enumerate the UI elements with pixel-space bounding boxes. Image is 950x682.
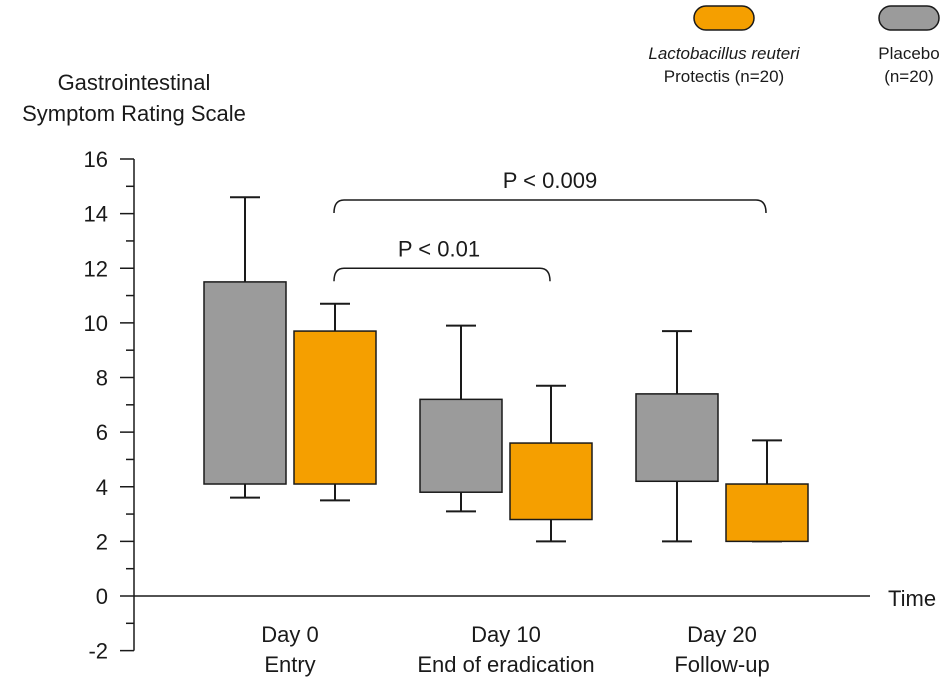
y-axis-ticks: -2 0 2 4 6 8 10 12 14 16	[84, 147, 134, 664]
significance-brackets: P < 0.01 P < 0.009	[333, 168, 767, 282]
box-plots	[203, 196, 809, 543]
y-tick-label: 14	[84, 202, 108, 227]
box-reuteri-2	[725, 439, 809, 543]
y-tick-label: 16	[84, 147, 108, 172]
y-tick-label: 12	[84, 256, 108, 281]
category-label-line-2: Follow-up	[674, 652, 769, 677]
y-tick-label: 6	[96, 420, 108, 445]
category-label-2: Day 20 Follow-up	[674, 622, 769, 677]
legend-swatch	[878, 5, 940, 31]
y-axis-title-line-2: Symptom Rating Scale	[22, 101, 246, 126]
legend-label-line-2: (n=20)	[884, 67, 934, 86]
significance-bracket-0: P < 0.01	[333, 236, 551, 282]
box-body	[725, 483, 809, 543]
y-axis-title: Gastrointestinal Symptom Rating Scale	[22, 70, 246, 126]
p-value-label: P < 0.01	[398, 236, 480, 261]
category-label-line-1: Day 0	[261, 622, 318, 647]
box-body	[419, 398, 503, 493]
x-axis-title: Time	[888, 586, 936, 611]
box-reuteri-1	[509, 384, 593, 543]
y-tick-label: 0	[96, 584, 108, 609]
p-value-label: P < 0.009	[503, 168, 597, 193]
bracket-line	[333, 267, 551, 282]
category-label-line-2: End of eradication	[417, 652, 594, 677]
y-tick-label: 4	[96, 475, 108, 500]
box-placebo-1	[419, 324, 503, 513]
y-tick-label: -2	[88, 639, 108, 664]
y-tick-label: 2	[96, 529, 108, 554]
box-body	[293, 330, 377, 485]
box-reuteri-0	[293, 302, 377, 502]
y-tick-label: 8	[96, 366, 108, 391]
legend-item-reuteri: Lactobacillus reuteri Protectis (n=20)	[648, 5, 801, 86]
legend: Lactobacillus reuteri Protectis (n=20) Pla…	[648, 5, 940, 86]
category-labels: Day 0 Entry Day 10 End of eradication Day 20…	[261, 622, 769, 677]
legend-item-placebo: Placebo (n=20)	[878, 5, 940, 86]
legend-label-line-2: Protectis (n=20)	[664, 67, 784, 86]
legend-swatch	[693, 5, 755, 31]
legend-label-line-1: Lactobacillus reuteri	[648, 44, 800, 63]
box-placebo-0	[203, 196, 287, 499]
y-tick-label: 10	[84, 311, 108, 336]
box-body	[635, 393, 719, 483]
category-label-line-1: Day 20	[687, 622, 757, 647]
category-label-line-1: Day 10	[471, 622, 541, 647]
y-axis-title-line-1: Gastrointestinal	[58, 70, 211, 95]
category-label-0: Day 0 Entry	[261, 622, 318, 677]
legend-label-line-1: Placebo	[878, 44, 939, 63]
box-placebo-2	[635, 330, 719, 543]
bracket-line	[333, 199, 767, 213]
category-label-1: Day 10 End of eradication	[417, 622, 594, 677]
category-label-line-2: Entry	[264, 652, 315, 677]
box-body	[509, 442, 593, 521]
significance-bracket-1: P < 0.009	[333, 168, 767, 213]
box-body	[203, 281, 287, 485]
